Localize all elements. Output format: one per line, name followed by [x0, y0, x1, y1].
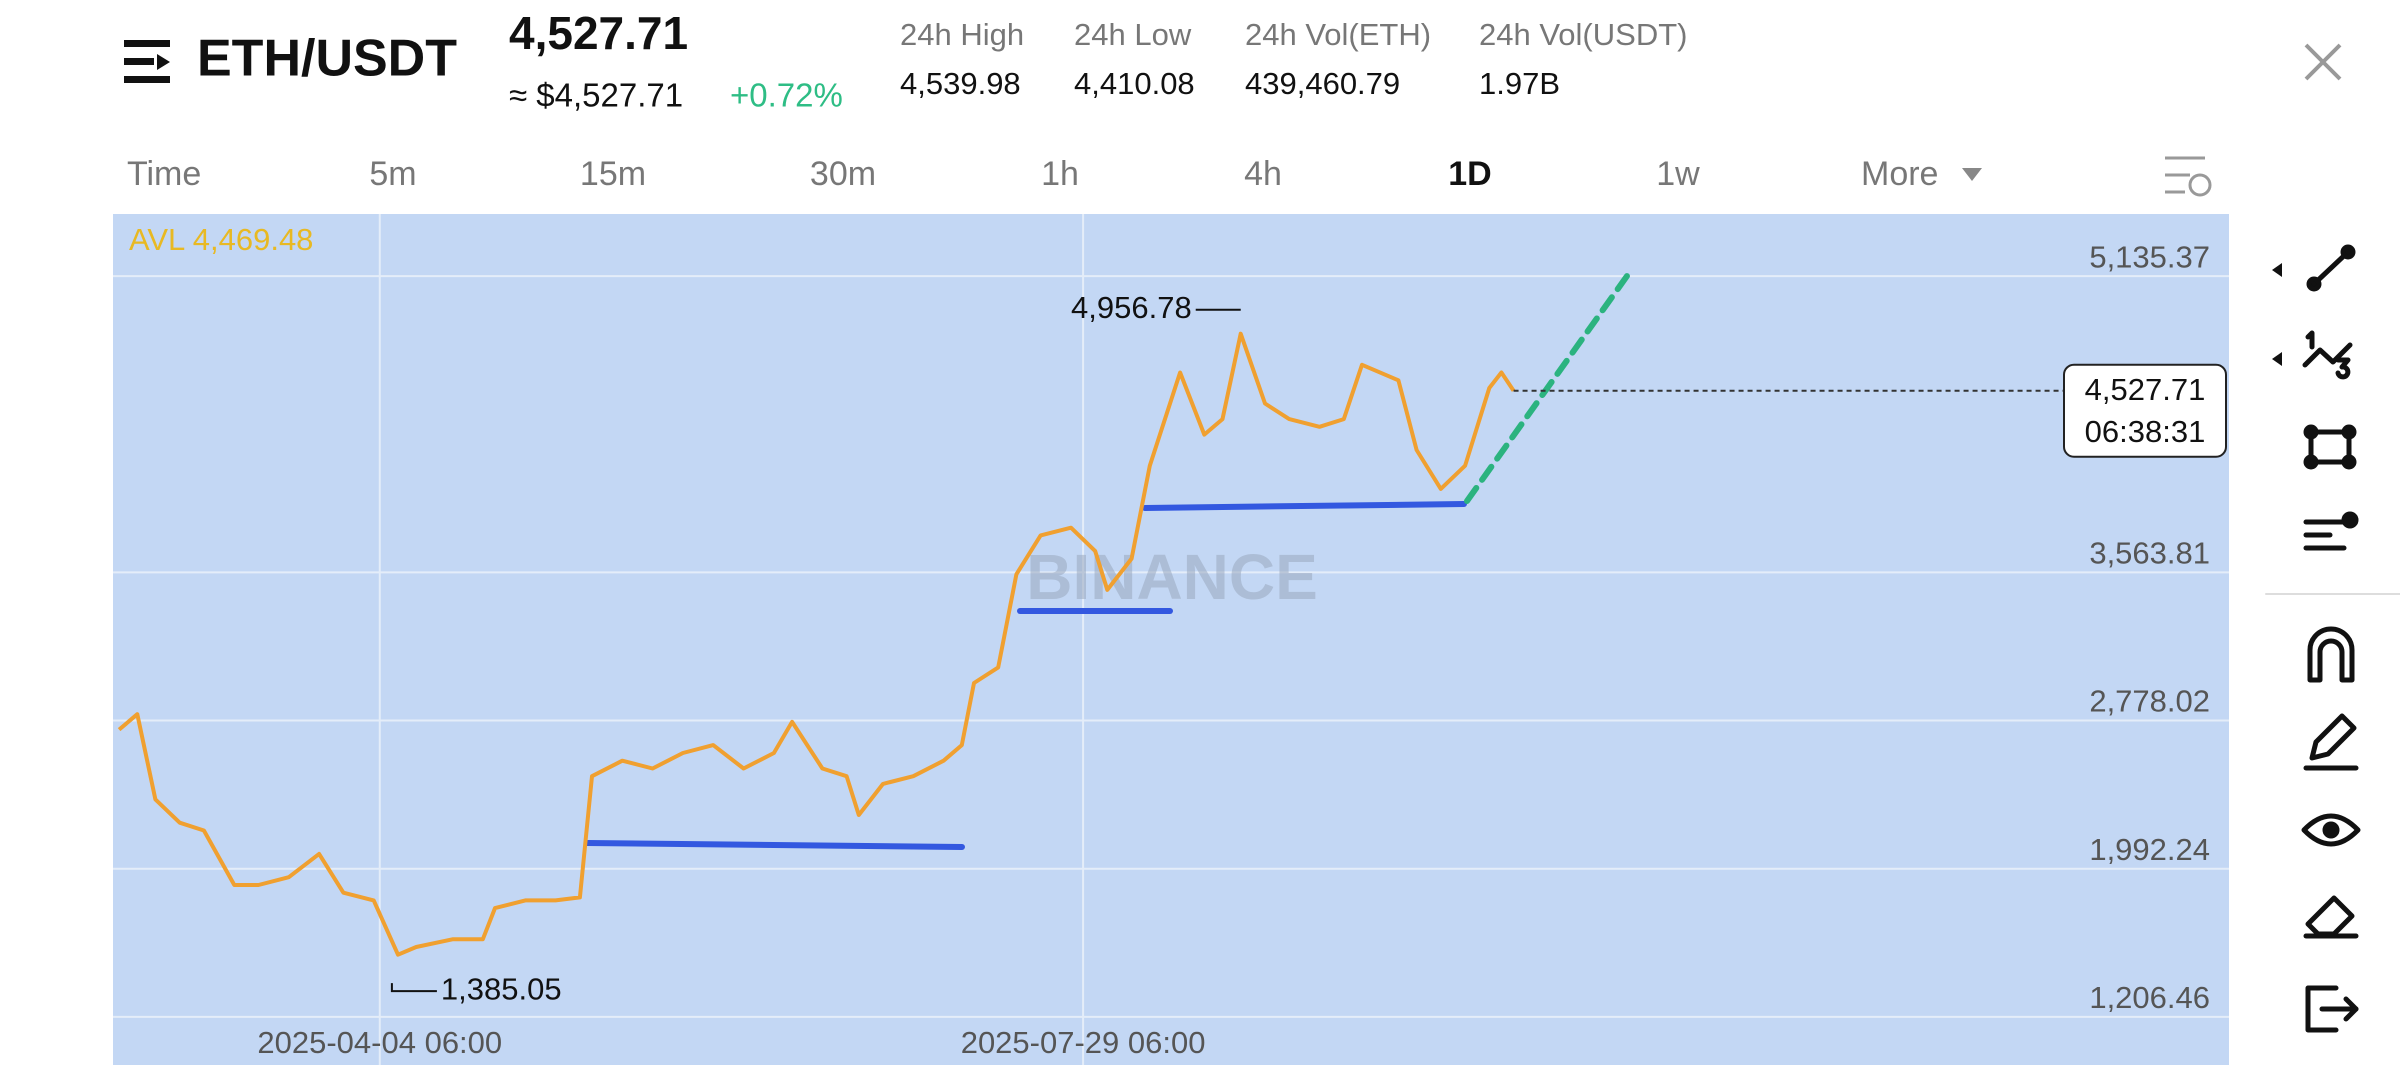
price-line [117, 331, 1516, 957]
watermark: BINANCE [1026, 541, 1318, 613]
interval-tab[interactable]: Time [127, 155, 201, 193]
eraser-tool[interactable] [2303, 895, 2359, 939]
trend-line-tool[interactable] [2306, 244, 2356, 292]
magnet-tool[interactable] [2307, 626, 2355, 683]
fib-tool[interactable] [2302, 330, 2353, 380]
menu-icon[interactable] [124, 40, 170, 83]
exit-tool[interactable] [2305, 985, 2359, 1033]
interval-tab[interactable]: 5m [369, 155, 416, 193]
annotation-label: 1,385.05 [441, 971, 562, 1006]
stat-value: 4,410.08 [1074, 66, 1195, 101]
last-price: 4,527.71 [509, 7, 688, 59]
expand-arrow[interactable] [2272, 352, 2282, 366]
stat-label: 24h Low [1074, 17, 1192, 52]
pair[interactable]: ETH/USDT [197, 30, 457, 88]
projection-line[interactable] [1464, 273, 1630, 504]
chart-settings-icon[interactable] [2165, 156, 2212, 197]
stat-label: 24h High [900, 17, 1024, 52]
close-button[interactable] [2304, 43, 2342, 81]
indicator-tool[interactable] [2303, 511, 2359, 551]
interval-tab[interactable]: 1h [1041, 155, 1079, 193]
y-tick-label: 5,135.37 [2089, 239, 2210, 274]
current-price-box [2063, 363, 2227, 458]
avl-label: AVL 4,469.48 [129, 222, 313, 257]
annotation-leader [390, 983, 437, 993]
support-line[interactable] [1142, 501, 1467, 511]
interval-tab[interactable]: More [1861, 155, 1938, 193]
y-tick-label: 1,992.24 [2089, 832, 2210, 867]
support-line[interactable] [584, 840, 965, 850]
stat-value: 1.97B [1479, 66, 1560, 101]
interval-tab[interactable]: 4h [1244, 155, 1282, 193]
current-price-label: 4,527.71 [2085, 372, 2206, 407]
annotation-label: 4,956.78 [1071, 290, 1192, 325]
pencil-tool[interactable] [2303, 713, 2359, 771]
stat-label: 24h Vol(USDT) [1479, 17, 1687, 52]
stat-label: 24h Vol(ETH) [1245, 17, 1431, 52]
y-tick-label: 2,778.02 [2089, 684, 2210, 719]
stat-value: 439,460.79 [1245, 66, 1400, 101]
countdown-label: 06:38:31 [2085, 414, 2206, 449]
more-arrow[interactable] [1962, 168, 1982, 181]
toolbar [2265, 244, 2400, 1033]
interval-tab[interactable]: 15m [580, 155, 646, 193]
y-tick-label: 3,563.81 [2089, 536, 2210, 571]
interval-tab[interactable]: 1D [1448, 155, 1491, 193]
expand-arrow[interactable] [2272, 263, 2282, 277]
interval-tab[interactable]: 30m [810, 155, 876, 193]
interval-tab[interactable]: 1w [1656, 155, 1700, 193]
x-tick-label: 2025-04-04 06:00 [257, 1025, 502, 1060]
x-tick-label: 2025-07-29 06:00 [961, 1025, 1206, 1060]
shape-tool[interactable] [2303, 424, 2357, 470]
stat-value: 4,539.98 [900, 66, 1021, 101]
visibility-tool[interactable] [2301, 813, 2361, 847]
usd-price: ≈ $4,527.71 [509, 77, 683, 114]
y-tick-label: 1,206.46 [2089, 980, 2210, 1015]
chart-area [113, 214, 2229, 1065]
change: +0.72% [730, 77, 843, 114]
